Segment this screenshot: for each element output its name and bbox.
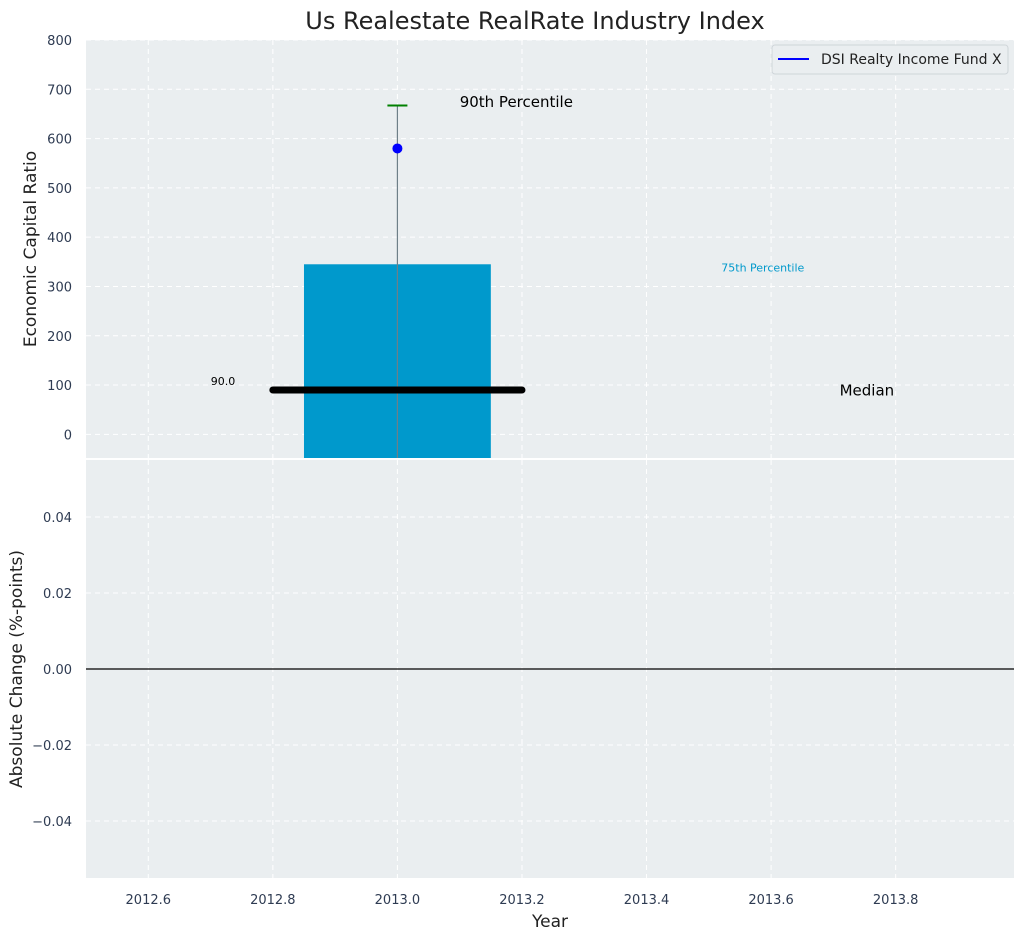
top-y-tick-label: 200 xyxy=(47,330,72,345)
fund-data-point xyxy=(392,143,403,154)
bottom-y-axis-title: Absolute Change (%-points) xyxy=(7,550,27,788)
x-tick-label: 2013.4 xyxy=(624,893,670,908)
x-tick-label: 2012.6 xyxy=(126,893,172,908)
top-y-tick-label: 0 xyxy=(64,428,72,443)
bottom-y-tick-label: 0.04 xyxy=(43,511,72,526)
annotation-median: Median xyxy=(840,381,895,399)
legend-label: DSI Realty Income Fund X xyxy=(821,52,1002,68)
x-tick-label: 2013.8 xyxy=(873,893,919,908)
x-axis-title: Year xyxy=(531,912,568,932)
chart-title: Us Realestate RealRate Industry Index xyxy=(305,7,764,35)
legend-box xyxy=(771,44,1009,75)
top-y-tick-label: 600 xyxy=(47,133,72,148)
x-tick-label: 2013.0 xyxy=(375,893,421,908)
legend: DSI Realty Income Fund X xyxy=(771,44,1009,75)
top-y-tick-label: 700 xyxy=(47,83,72,98)
bottom-y-tick-label: −0.02 xyxy=(32,739,72,754)
bottom-y-tick-label: 0.02 xyxy=(43,587,72,602)
median-value-label: 90.0 xyxy=(211,375,236,388)
top-y-tick-label: 400 xyxy=(47,231,72,246)
annotation-90th-percentile: 90th Percentile xyxy=(460,93,573,111)
x-tick-labels: 2012.6 2012.8 2013.0 2013.2 2013.4 2013.6 2013… xyxy=(126,893,919,908)
top-panel: 0 100 200 300 400 500 600 700 800 90.0 90th Perc… xyxy=(21,34,1014,458)
top-y-tick-label: 100 xyxy=(47,379,72,394)
bottom-panel: −0.04 −0.02 0.00 0.02 0.04 2012.6 2012.8 2013.… xyxy=(7,460,1014,932)
top-y-axis-title: Economic Capital Ratio xyxy=(21,151,41,347)
top-y-tick-labels: 0 100 200 300 400 500 600 700 800 xyxy=(47,34,72,443)
top-y-tick-label: 500 xyxy=(47,182,72,197)
top-plot-area xyxy=(86,40,1014,458)
top-y-tick-label: 300 xyxy=(47,280,72,295)
x-tick-label: 2012.8 xyxy=(250,893,296,908)
top-y-tick-label: 800 xyxy=(47,34,72,49)
annotation-75th-percentile: 75th Percentile xyxy=(721,262,804,275)
bottom-y-tick-label: −0.04 xyxy=(32,815,72,830)
x-tick-label: 2013.6 xyxy=(748,893,794,908)
x-tick-label: 2013.2 xyxy=(499,893,545,908)
bottom-y-tick-label: 0.00 xyxy=(43,663,72,678)
bottom-y-tick-labels: −0.04 −0.02 0.00 0.02 0.04 xyxy=(32,511,72,830)
